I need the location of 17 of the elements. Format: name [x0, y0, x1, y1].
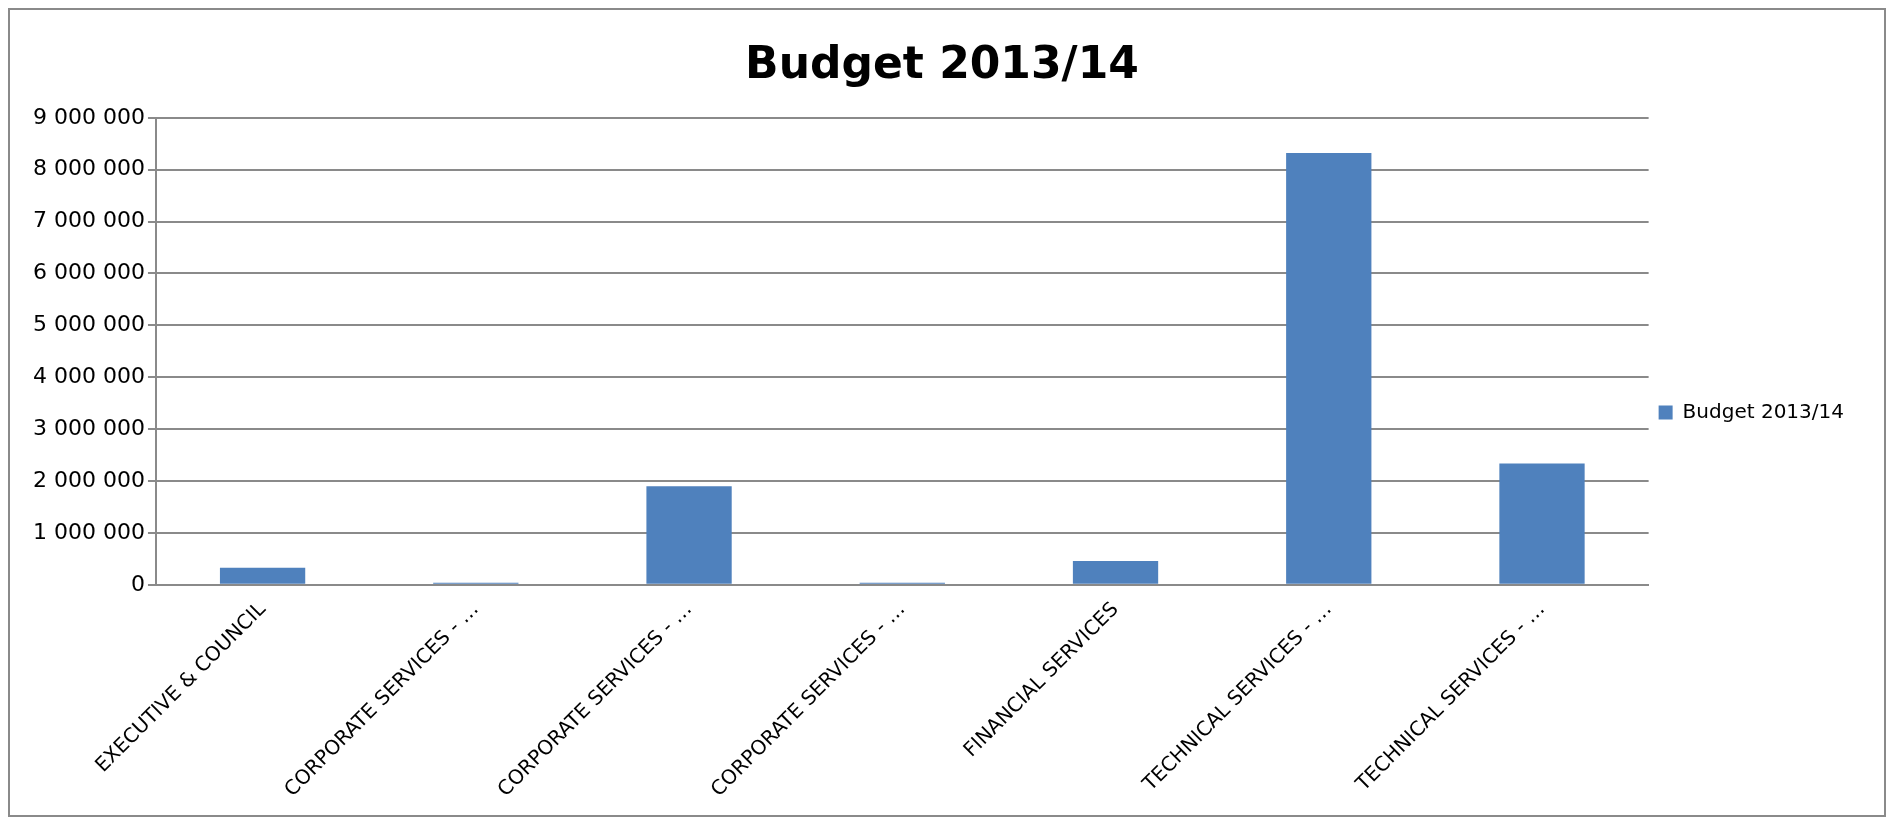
y-tick-label: 4 000 000: [33, 362, 145, 388]
chart-title: Budget 2013/14: [745, 36, 1139, 88]
bar: [1286, 153, 1372, 584]
y-tick-label: 8 000 000: [33, 155, 145, 181]
y-tick-label: 3 000 000: [33, 414, 145, 440]
bar: [1499, 463, 1585, 584]
y-tick-label: 2 000 000: [33, 466, 145, 492]
bar: [646, 486, 732, 584]
y-tick-label: 1 000 000: [33, 518, 145, 544]
legend-label: Budget 2013/14: [1682, 398, 1845, 423]
bar: [219, 567, 306, 584]
y-tick-label: 9 000 000: [33, 103, 145, 129]
y-tick-label: 5 000 000: [33, 311, 145, 337]
bar: [1072, 560, 1159, 584]
y-tick-label: 7 000 000: [33, 207, 145, 233]
y-tick-label: 0: [130, 570, 145, 596]
y-tick-label: 6 000 000: [33, 259, 145, 285]
